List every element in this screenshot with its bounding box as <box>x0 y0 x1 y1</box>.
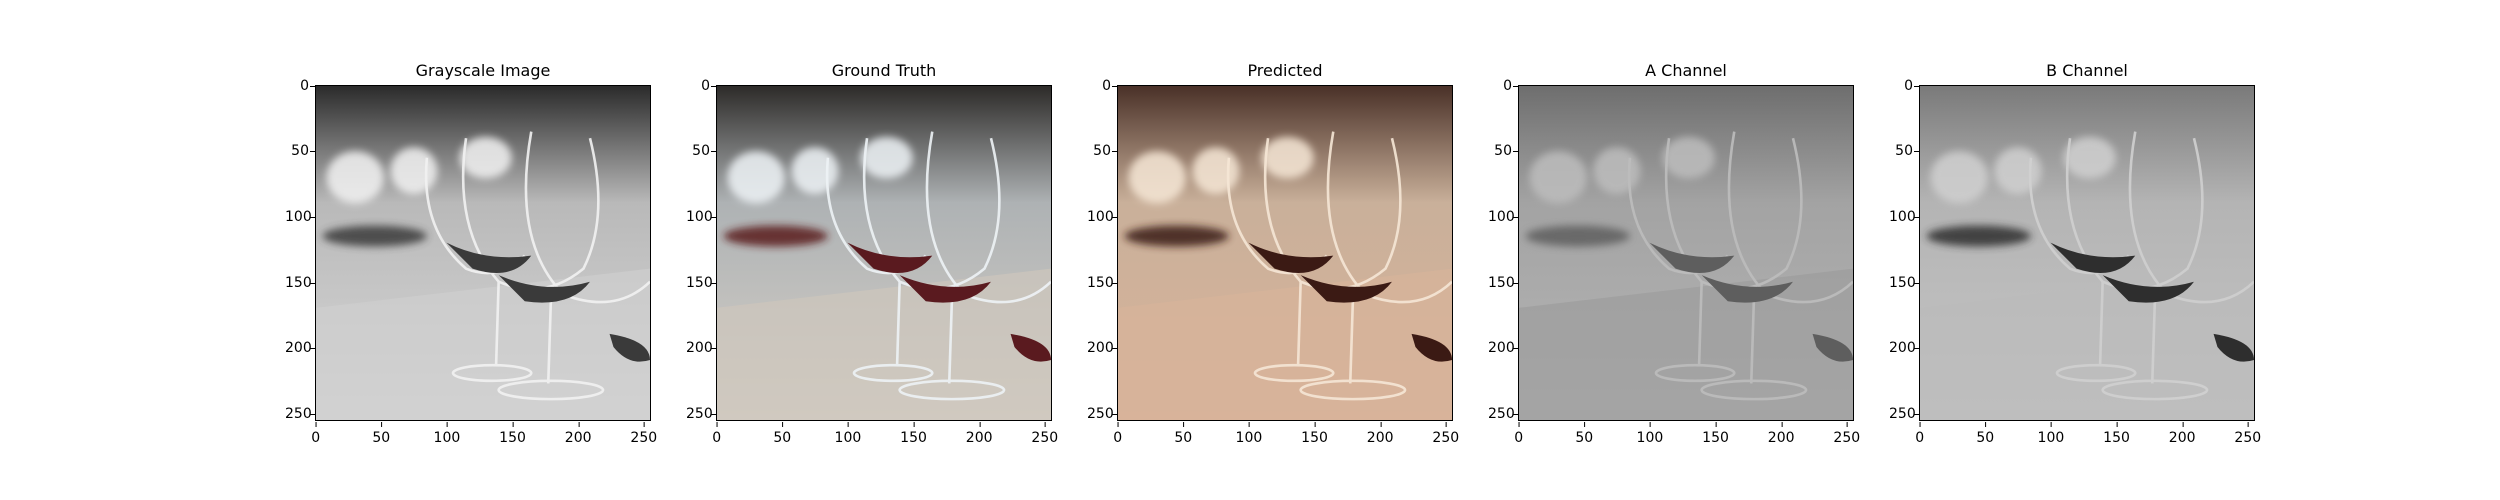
x-tick-label: 150 <box>2103 422 2130 446</box>
y-tick-label: 0 <box>285 78 315 94</box>
x-tick-label: 0 <box>1514 422 1524 446</box>
x-tick-label: 50 <box>1575 422 1594 446</box>
y-tick-label: 100 <box>686 208 716 225</box>
image-frame <box>315 85 651 421</box>
x-tick-label: 250 <box>2234 422 2262 446</box>
y-tick-label: 200 <box>686 340 716 357</box>
color-predicted-image <box>1118 86 1452 420</box>
y-tick-label: 0 <box>1087 78 1117 94</box>
subplot-color-predicted: Predicted 0 50 100 15 <box>1087 0 1507 500</box>
y-tick-label: 50 <box>686 143 716 159</box>
x-tick-label: 200 <box>1366 422 1394 446</box>
y-tick-label: 150 <box>285 274 315 291</box>
x-tick-label: 250 <box>1833 422 1861 446</box>
y-tick-label: 50 <box>1889 143 1919 159</box>
y-tick-label: 250 <box>686 405 716 422</box>
x-tick-label: 250 <box>1432 422 1460 446</box>
x-tick-label: 100 <box>433 422 461 446</box>
y-tick-label: 200 <box>1889 340 1919 357</box>
subplot-title: Ground Truth <box>831 61 937 80</box>
y-tick-label: 150 <box>1889 274 1919 291</box>
b-channel-map-image <box>1920 86 2254 420</box>
x-tick-label: 50 <box>372 422 391 446</box>
x-tick-label: 200 <box>965 422 993 446</box>
y-tick-label: 0 <box>686 78 716 94</box>
x-tick-label: 200 <box>2168 422 2196 446</box>
x-tick-label: 150 <box>1301 422 1328 446</box>
y-tick-label: 150 <box>1087 274 1117 291</box>
subplot-title: A Channel <box>1645 61 1727 80</box>
x-tick-label: 0 <box>712 422 722 446</box>
y-tick-label: 250 <box>285 405 315 422</box>
y-tick-label: 150 <box>1488 274 1518 291</box>
y-tick-label: 100 <box>1889 208 1919 225</box>
y-tick-label: 0 <box>1488 78 1518 94</box>
image-frame <box>1919 85 2255 421</box>
y-tick-label: 200 <box>1488 340 1518 357</box>
y-tick-label: 50 <box>285 143 315 159</box>
x-tick-label: 200 <box>1767 422 1795 446</box>
x-tick-label: 200 <box>564 422 592 446</box>
y-tick-label: 50 <box>1087 143 1117 159</box>
x-tick-label: 100 <box>1636 422 1664 446</box>
x-tick-label: 150 <box>499 422 526 446</box>
y-tick-label: 100 <box>285 208 315 225</box>
a-channel-map-image <box>1519 86 1853 420</box>
x-tick-label: 100 <box>834 422 862 446</box>
subplot-b-channel-map: B Channel 0 50 100 15 <box>1889 0 2309 500</box>
image-frame <box>716 85 1052 421</box>
y-tick-label: 150 <box>686 274 716 291</box>
x-tick-label: 150 <box>900 422 927 446</box>
y-tick-label: 250 <box>1087 405 1117 422</box>
x-tick-label: 0 <box>311 422 321 446</box>
subplot-title: B Channel <box>2046 61 2128 80</box>
x-tick-label: 0 <box>1915 422 1925 446</box>
x-tick-label: 0 <box>1113 422 1123 446</box>
image-frame <box>1518 85 1854 421</box>
x-tick-label: 50 <box>1976 422 1995 446</box>
x-tick-label: 250 <box>1031 422 1059 446</box>
y-tick-label: 250 <box>1889 405 1919 422</box>
y-tick-label: 100 <box>1488 208 1518 225</box>
subplot-title: Predicted <box>1247 61 1323 80</box>
y-tick-label: 50 <box>1488 143 1518 159</box>
color-original-image <box>717 86 1051 420</box>
x-tick-label: 100 <box>1235 422 1263 446</box>
x-tick-label: 50 <box>1174 422 1193 446</box>
subplot-title: Grayscale Image <box>415 61 551 80</box>
x-tick-label: 250 <box>630 422 658 446</box>
y-tick-label: 200 <box>1087 340 1117 357</box>
grayscale-image <box>316 86 650 420</box>
y-tick-label: 250 <box>1488 405 1518 422</box>
x-tick-label: 50 <box>773 422 792 446</box>
subplot-a-channel-map: A Channel 0 50 100 15 <box>1488 0 1908 500</box>
image-frame <box>1117 85 1453 421</box>
y-tick-label: 200 <box>285 340 315 357</box>
y-tick-label: 0 <box>1889 78 1919 94</box>
x-tick-label: 100 <box>2037 422 2065 446</box>
x-tick-label: 150 <box>1702 422 1729 446</box>
subplot-color-original: Ground Truth 0 50 10 <box>686 0 1106 500</box>
y-tick-label: 100 <box>1087 208 1117 225</box>
